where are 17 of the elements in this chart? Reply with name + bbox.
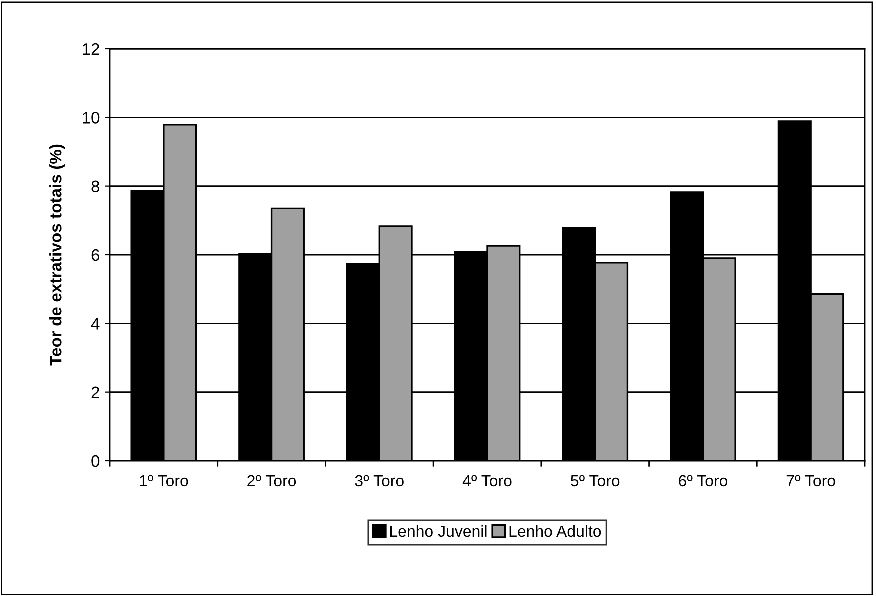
x-tick-label: 4º Toro [462,475,512,487]
legend-label: Lenho Juvenil [390,525,487,538]
y-tick-label: 6 [92,249,100,262]
x-tick-label: 7º Toro [786,475,836,487]
x-tick-label: 3º Toro [355,475,404,487]
y-tick-label: 8 [92,180,100,193]
x-tick-label: 2º Toro [248,475,296,487]
y-tick-label: 4 [91,318,100,330]
y-tick-label: 0 [92,455,100,468]
x-tick-label: 1º Toro [140,475,188,487]
y-tick-label: 2 [92,386,100,398]
y-axis-title: Teor de extrativos totais (%) [50,144,66,366]
y-tick-label: 10 [83,112,100,124]
x-tick-label: 5º Toro [571,475,620,487]
legend-label: Lenho Adulto [510,525,602,538]
y-tick-label: 12 [83,43,100,56]
x-tick-label: 6º Toro [679,475,728,487]
